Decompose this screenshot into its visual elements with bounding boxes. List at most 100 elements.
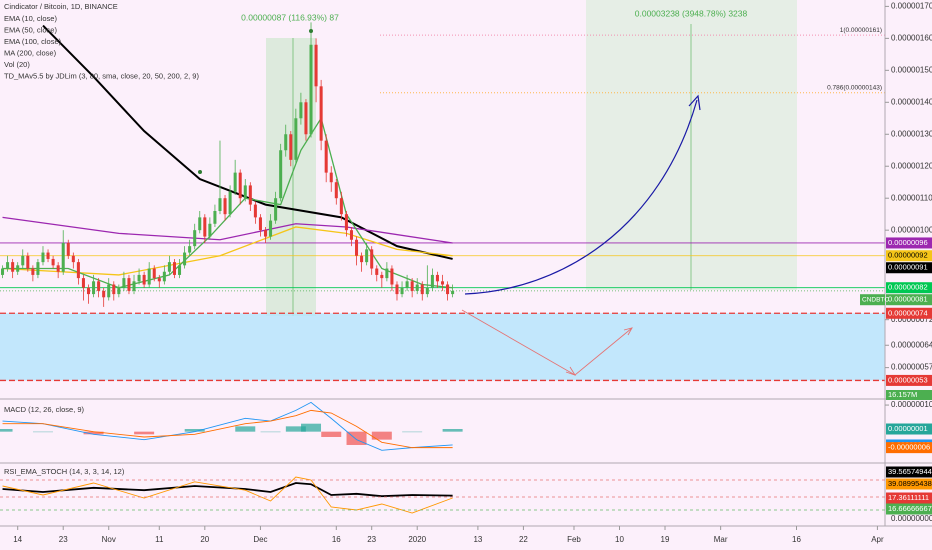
candle-body: [365, 249, 369, 263]
candle-body: [258, 217, 262, 231]
histogram-bar: [301, 423, 322, 432]
candle-body: [122, 278, 126, 288]
candle-body: [162, 271, 166, 282]
histogram-bar: [0, 429, 13, 432]
candle-body: [400, 287, 404, 295]
candle-body: [355, 239, 359, 256]
x-tick-label: 19: [661, 535, 670, 544]
forecast-arrow: [464, 99, 698, 295]
y-tick-label: 0.00000150: [891, 65, 932, 74]
candle-body: [380, 274, 384, 279]
y-tick-label: 0.00000110: [891, 193, 932, 202]
histogram-bar: [371, 431, 392, 440]
x-tick-label: Mar: [714, 535, 728, 544]
candle-body: [289, 134, 293, 160]
candle-body: [263, 230, 268, 237]
candle-body: [269, 220, 273, 237]
candle-body: [66, 242, 70, 256]
x-tick-label: 14: [13, 535, 22, 544]
x-tick-label: Apr: [871, 535, 884, 544]
candle-body: [294, 118, 298, 160]
candle-body: [97, 281, 101, 291]
arrow-head: [688, 94, 701, 111]
x-tick-label: 10: [615, 535, 624, 544]
histogram-bar: [83, 431, 104, 435]
legend-entry: MA (200, close): [4, 48, 57, 57]
candle-body: [132, 281, 136, 291]
price-tag-label: 0.00000053: [888, 375, 928, 384]
candle-body: [51, 258, 55, 266]
indicator-tag-label: -0.00000006: [888, 443, 930, 452]
price-tag-label: 0.00000096: [888, 238, 928, 247]
annotation: 0.00003238 (3948.78%) 3238: [635, 8, 748, 18]
candle-body: [324, 140, 328, 173]
indicator-tag-label: 39.08995438: [888, 479, 932, 488]
y-tick-label: 0.00000140: [891, 97, 932, 106]
indicator-tag: [886, 423, 932, 435]
candle-body: [21, 255, 25, 266]
candle-body: [233, 172, 237, 192]
price-tag: [886, 307, 932, 319]
y-tick-label: 0.00000120: [891, 161, 932, 170]
candle-body: [112, 284, 116, 295]
x-tick-label: 11: [155, 535, 164, 544]
candle-body: [446, 284, 450, 295]
indicator-tag-label: 16.66666667: [888, 504, 932, 513]
annotation: 0.00000087 (116.93%) 87: [241, 12, 339, 22]
series-line: [2, 482, 453, 498]
candle-body: [46, 252, 50, 259]
y-tick-label: 0.00000000: [891, 514, 932, 523]
candle-body: [92, 281, 96, 295]
candle-body: [334, 182, 338, 199]
candle-body: [223, 198, 227, 215]
candle-body: [420, 284, 424, 295]
candle-body: [142, 274, 146, 285]
histogram-bar: [442, 429, 463, 432]
x-tick-label: 23: [59, 535, 68, 544]
x-tick-label: 22: [519, 535, 528, 544]
signal-dot: [309, 29, 313, 33]
candle-body: [61, 242, 65, 272]
legend-entry: Vol (20): [4, 60, 30, 69]
candle-body: [147, 268, 151, 285]
candle-body: [329, 172, 333, 183]
series-line: [2, 216, 453, 244]
candle-body: [127, 278, 131, 291]
candle-body: [349, 230, 353, 240]
plot: [0, 22, 463, 514]
price-tag-label: 0.00000092: [888, 251, 928, 260]
indicator-tag-label: 39.56574944: [888, 467, 932, 476]
candle-body: [183, 252, 187, 266]
candle-body: [218, 198, 222, 211]
candle-body: [172, 262, 176, 275]
candle-body: [213, 210, 217, 224]
histogram-bar: [402, 431, 423, 433]
histogram-bar: [32, 431, 53, 433]
candle-body: [253, 204, 257, 218]
series-line: [2, 409, 453, 449]
series-line: [2, 226, 453, 276]
x-tick-label: 2020: [408, 535, 426, 544]
signal-dot: [198, 170, 202, 174]
x-tick-label: 23: [367, 535, 376, 544]
candle-body: [1, 268, 5, 275]
candle-body: [284, 134, 288, 151]
panel-title: MACD (12, 26, close, 9): [4, 405, 85, 414]
candle-body: [16, 265, 20, 272]
candle-body: [370, 249, 374, 269]
indicator-tag: [886, 442, 932, 454]
indicator-tag: [886, 492, 932, 504]
histogram-bar: [260, 431, 281, 433]
candle-body: [279, 150, 283, 199]
candle-body: [188, 246, 192, 253]
candle-body: [309, 44, 313, 135]
legend-entry: TD_MAv5.5 by JDLim (3, 80, sma, close, 2…: [4, 71, 199, 80]
candle-body: [375, 268, 379, 275]
candle-body: [107, 284, 111, 298]
candle-body: [405, 281, 409, 288]
x-tick-label: 16: [332, 535, 341, 544]
panel-title: RSI_EMA_STOCH (14, 3, 3, 14, 12): [4, 467, 125, 476]
y-tick-label: 0.00000130: [891, 129, 932, 138]
projection-box: [586, 0, 797, 290]
legend-entry: EMA (100, close): [4, 37, 62, 46]
